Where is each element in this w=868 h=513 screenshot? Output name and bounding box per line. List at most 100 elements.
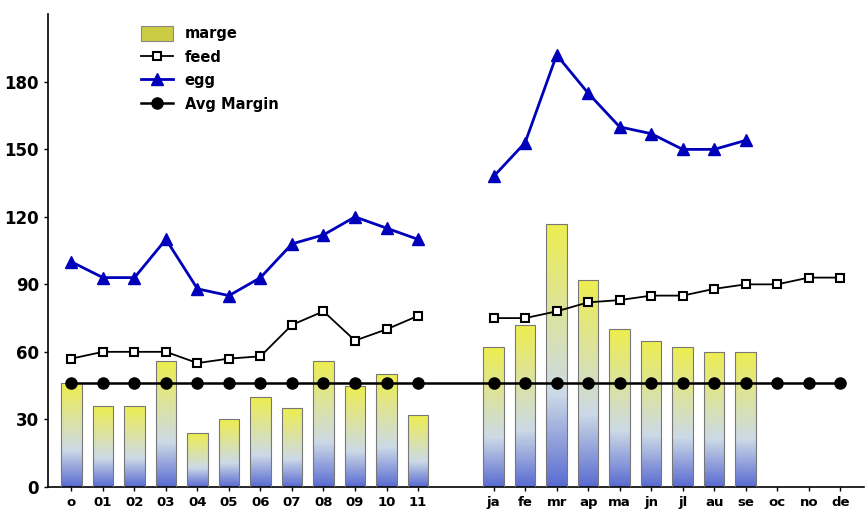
Bar [483,377,503,378]
Bar [704,364,725,365]
Bar [547,420,567,422]
Bar [250,401,271,402]
Bar [124,420,145,421]
Bar [547,280,567,282]
Bar [641,384,661,385]
Bar [578,400,598,401]
Bar [609,397,630,398]
Bar [345,420,365,421]
Bar [155,366,176,367]
Bar [609,459,630,460]
Bar [578,440,598,441]
Bar [345,439,365,440]
Bar [704,472,725,473]
Bar [578,338,598,339]
Bar [250,471,271,472]
Bar [62,417,82,418]
Bar [704,375,725,376]
Bar [578,284,598,285]
Bar [124,433,145,434]
Avg Margin [413,380,424,386]
Bar [155,452,176,453]
Bar [124,476,145,477]
Bar [155,383,176,384]
Bar [609,369,630,370]
Bar [735,365,756,366]
Bar [735,461,756,462]
Bar [376,424,397,425]
Bar [609,474,630,475]
Bar [313,477,333,478]
Bar [93,462,113,463]
Bar [641,476,661,477]
Bar [483,447,503,448]
Bar [515,476,536,477]
Bar [376,408,397,409]
Bar [673,415,693,416]
Bar [155,453,176,454]
Bar [345,403,365,404]
Bar [609,393,630,394]
Bar [641,419,661,420]
Bar [578,465,598,466]
Bar [250,484,271,485]
Bar [704,365,725,366]
Bar [609,458,630,459]
Bar [155,419,176,420]
Bar [483,429,503,430]
Bar [704,468,725,469]
Bar [483,375,503,376]
Bar [673,452,693,453]
Bar [483,451,503,452]
Bar [282,414,302,415]
Bar [578,311,598,313]
Bar [345,478,365,479]
Bar [609,445,630,446]
feed [319,308,329,314]
Bar [578,331,598,332]
Bar [578,382,598,383]
Bar [609,402,630,403]
feed [413,313,424,319]
Bar [313,415,333,416]
Bar [345,404,365,405]
Bar [155,450,176,451]
Bar [124,435,145,436]
Bar [62,464,82,465]
Bar [483,478,503,479]
Bar [62,433,82,435]
Bar [641,411,661,412]
Avg Margin [489,380,499,386]
Bar [313,482,333,483]
Bar [250,461,271,462]
Bar [483,422,503,423]
Bar [155,446,176,447]
Bar [345,479,365,480]
Bar [376,412,397,413]
Bar [578,357,598,359]
Bar [547,324,567,325]
Bar [282,418,302,419]
Bar [673,347,693,487]
Bar [609,339,630,340]
Bar [345,441,365,442]
Bar [641,418,661,419]
Bar [515,332,536,333]
Bar [515,380,536,381]
Bar [93,481,113,482]
Bar [704,372,725,373]
Bar [578,477,598,479]
Bar [313,401,333,402]
Bar [609,381,630,382]
Bar [704,486,725,487]
Bar [155,480,176,481]
Bar [578,405,598,407]
Bar [735,398,756,399]
Bar [547,466,567,467]
Bar [282,439,302,440]
Bar [93,448,113,449]
Bar [515,440,536,442]
Bar [483,432,503,433]
Bar [124,436,145,437]
Bar [673,375,693,376]
